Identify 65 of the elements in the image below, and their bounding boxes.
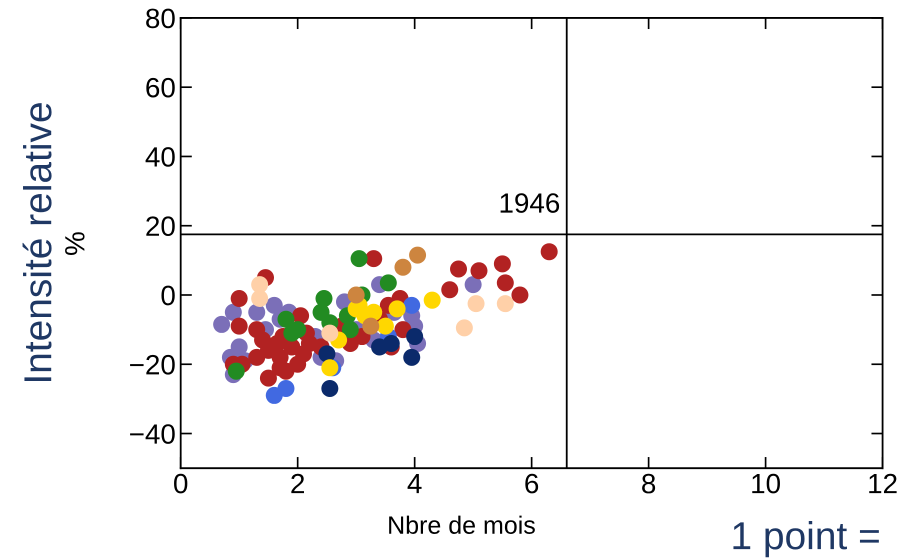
point	[277, 380, 294, 398]
point	[277, 310, 294, 328]
y-tick-label: 60	[146, 78, 175, 98]
point	[260, 370, 277, 387]
point	[388, 300, 406, 318]
point	[365, 304, 382, 321]
point	[283, 324, 300, 342]
point	[470, 262, 488, 280]
x-tick-label: 6	[525, 474, 538, 494]
x-axis-title: Nbre de mois	[389, 516, 535, 534]
point	[230, 290, 248, 307]
point	[230, 338, 248, 356]
y-tick-label: −20	[130, 354, 175, 375]
text: 1 point =	[733, 520, 879, 558]
point	[213, 316, 230, 333]
point	[496, 295, 514, 312]
x-tick-label: 8	[642, 474, 656, 494]
annotation: 1946	[500, 193, 560, 213]
point	[450, 260, 468, 278]
x-tick-label: 2	[291, 474, 304, 494]
x-tick-label: 4	[408, 474, 422, 494]
y-tick-label: 40	[146, 147, 175, 167]
point	[315, 290, 332, 307]
y-tick-label: 80	[146, 8, 175, 28]
x-tick-label: 0	[174, 474, 188, 494]
point	[251, 276, 268, 294]
point	[321, 324, 338, 342]
point	[362, 318, 380, 335]
point	[380, 274, 397, 292]
y-tick-label: 0	[161, 286, 175, 306]
point	[403, 348, 420, 366]
point	[224, 304, 242, 321]
point	[251, 290, 268, 307]
point	[318, 345, 336, 362]
point	[403, 296, 420, 314]
point	[350, 250, 368, 268]
point	[376, 318, 394, 335]
point	[496, 274, 514, 292]
point	[321, 380, 338, 398]
point	[266, 296, 283, 314]
point	[456, 319, 473, 336]
x-tick-label: 12	[869, 474, 897, 494]
y-tick-label: −40	[130, 424, 175, 444]
y-axis-title: Intensité relative	[22, 103, 52, 382]
x-tick-label: 10	[752, 474, 780, 494]
point	[230, 318, 248, 335]
point	[406, 328, 424, 346]
point	[248, 321, 266, 338]
point	[394, 258, 412, 276]
point	[348, 286, 365, 304]
point	[228, 362, 245, 380]
point	[409, 246, 426, 264]
point	[494, 255, 511, 272]
point	[248, 304, 266, 321]
point	[540, 243, 558, 260]
point	[365, 250, 382, 268]
point	[321, 359, 338, 376]
point	[464, 276, 482, 294]
point	[468, 295, 485, 312]
point	[382, 334, 400, 352]
text: %	[65, 232, 85, 255]
point	[424, 292, 441, 309]
point	[511, 286, 528, 304]
point	[441, 281, 458, 298]
y-tick-label: 20	[146, 216, 175, 236]
